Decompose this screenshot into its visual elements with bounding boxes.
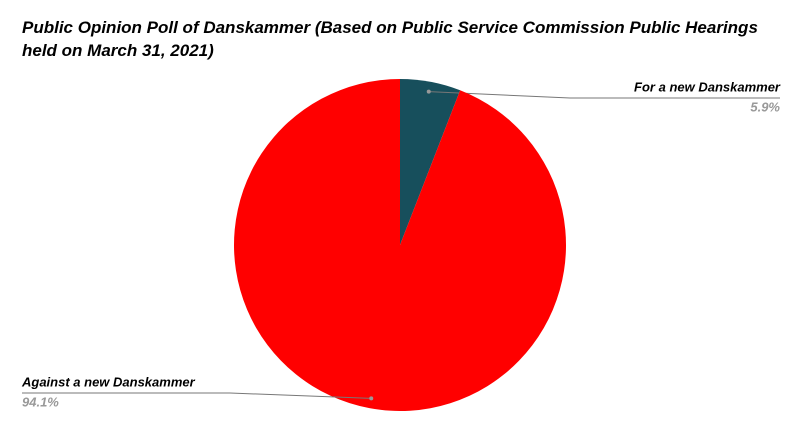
leader-dot: [369, 396, 374, 401]
leader-line: [428, 91, 780, 99]
slice-label: Against a new Danskammer: [21, 374, 196, 389]
pie-slice: [234, 78, 567, 411]
pie-slice: [400, 79, 461, 245]
leader-dot: [426, 89, 431, 94]
value-label: 5.9%: [750, 99, 780, 114]
value-label: 94.1%: [22, 394, 59, 409]
chart-title: Public Opinion Poll of Danskammer (Based…: [22, 18, 758, 60]
slice-label: For a new Danskammer: [634, 79, 781, 94]
leader-line: [22, 392, 372, 399]
